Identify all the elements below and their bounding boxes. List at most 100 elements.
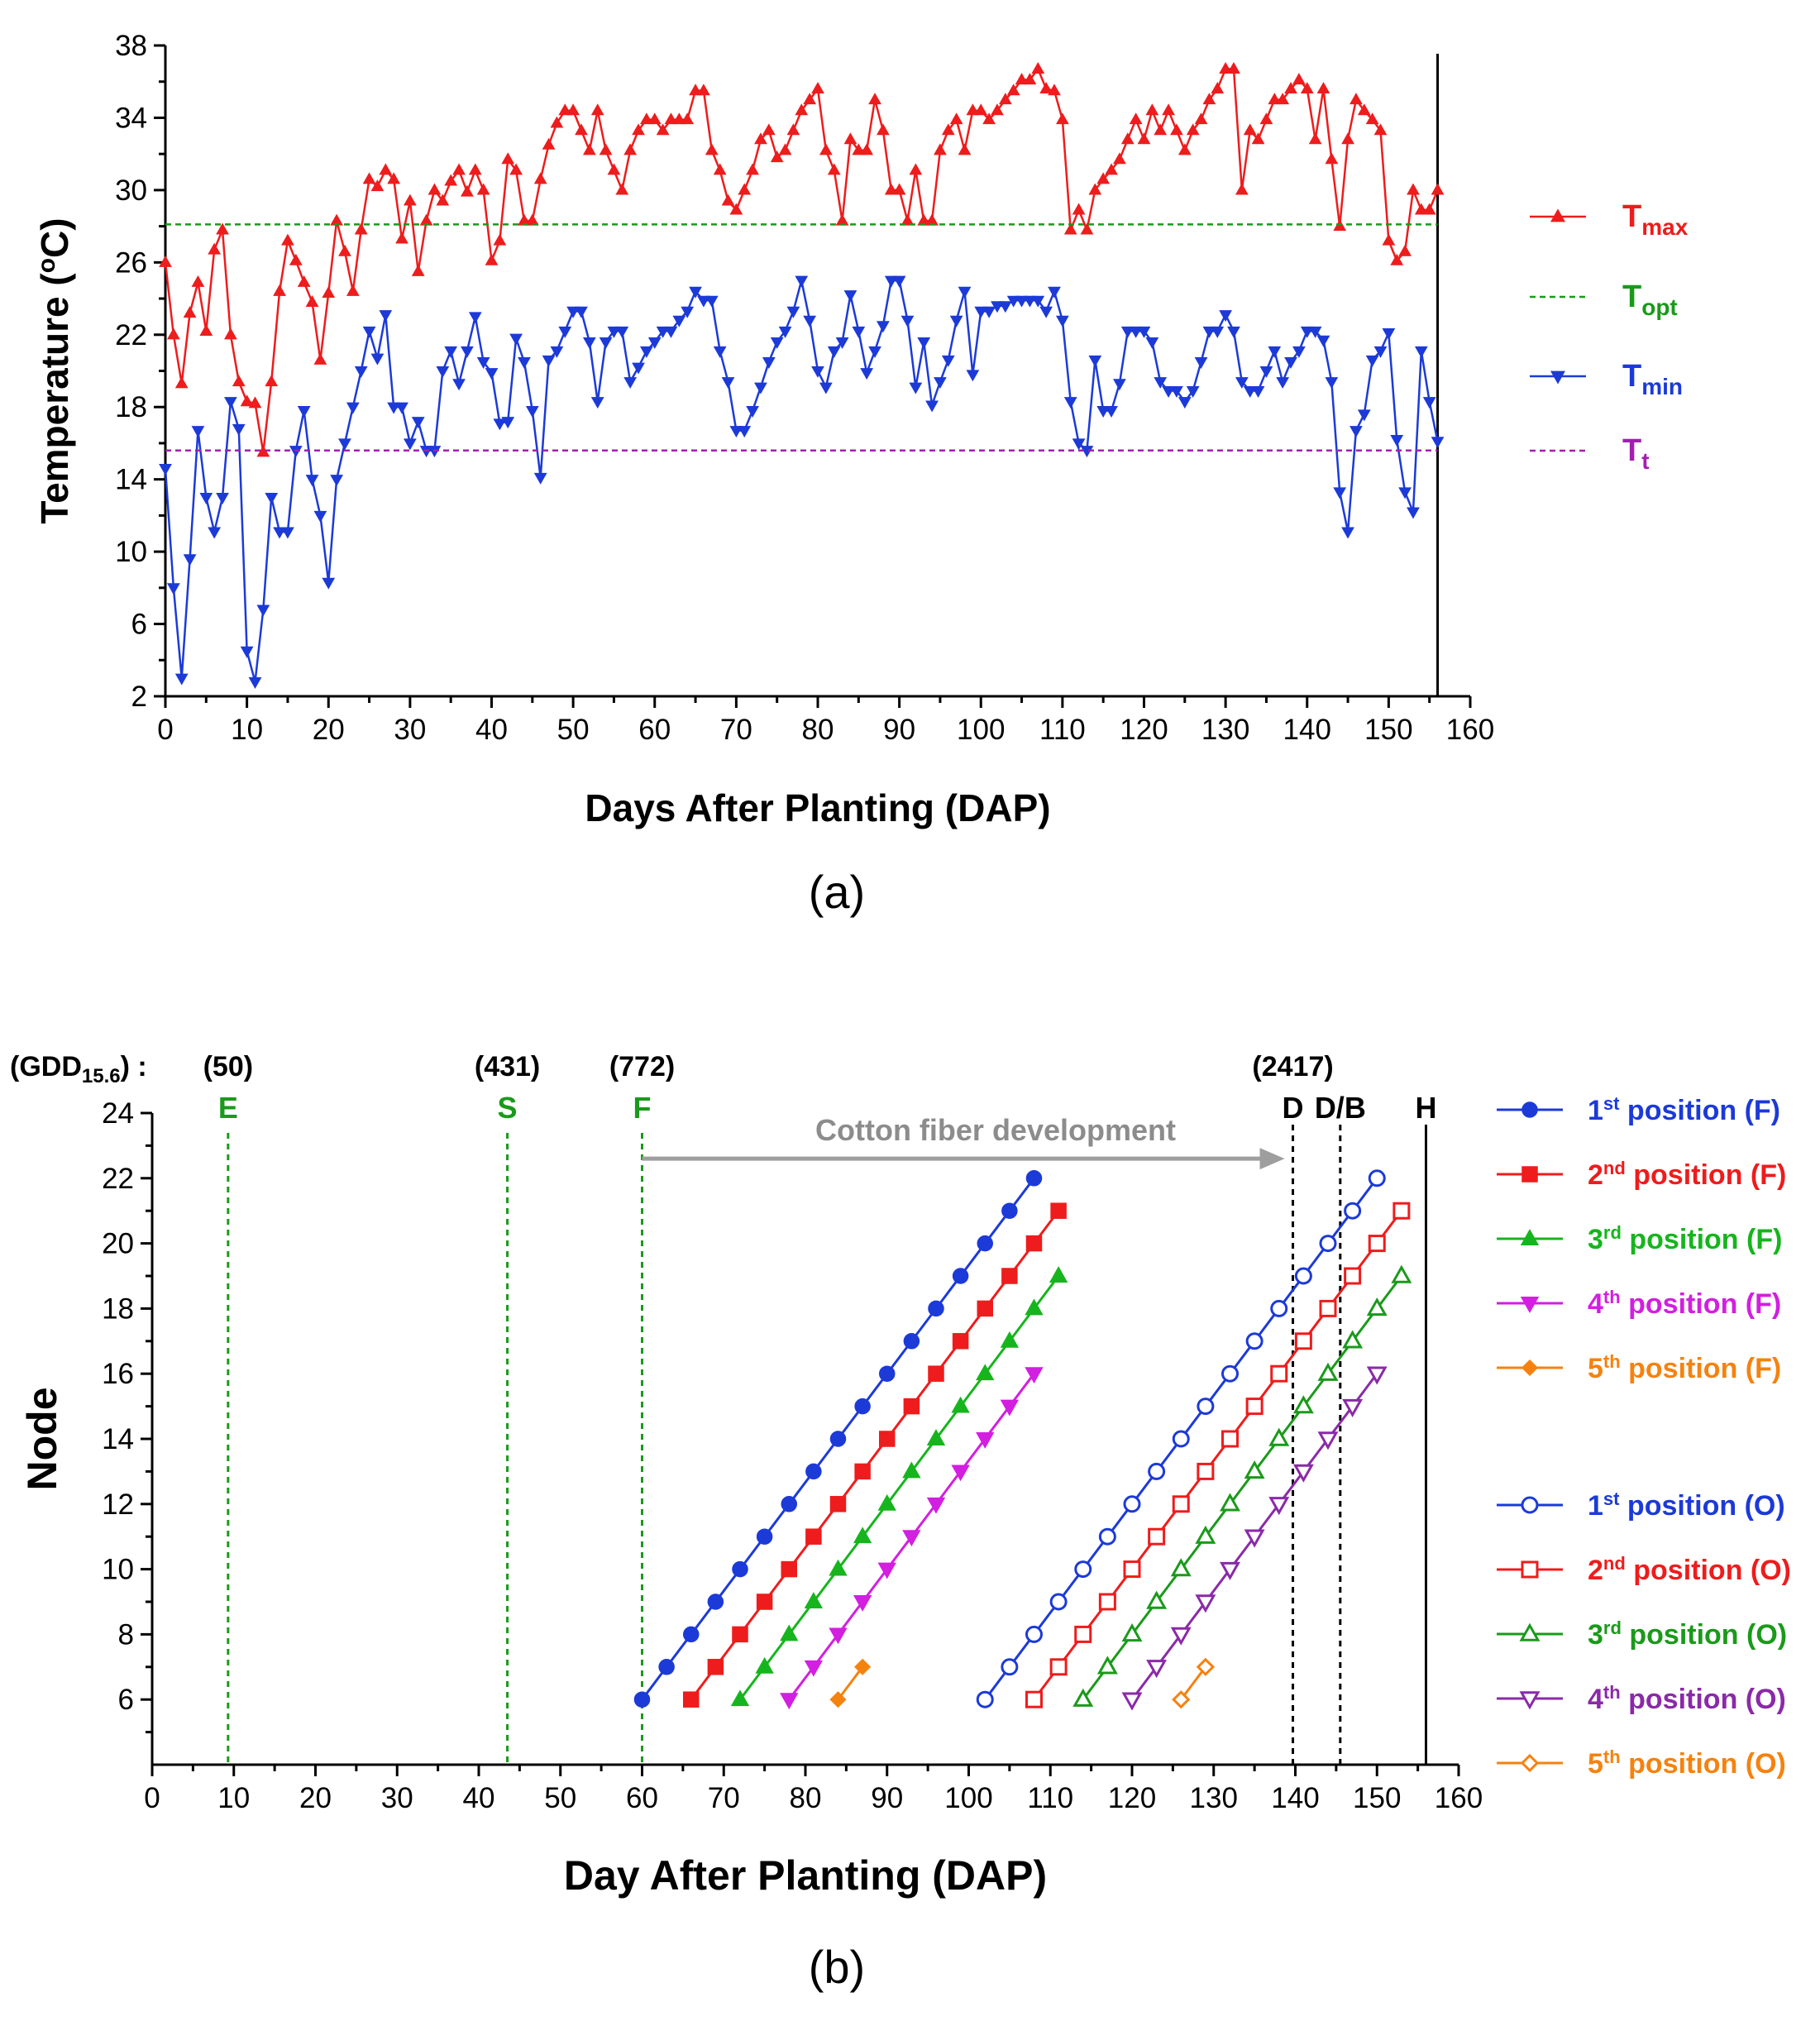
legend-item: 2nd position (F) (1497, 1158, 1786, 1191)
series-point (1170, 1558, 1192, 1577)
Tmin-point (493, 418, 507, 431)
Tmax-point (1382, 233, 1396, 246)
Tmax-point (582, 143, 596, 155)
Tmin-point (647, 337, 662, 349)
Tmax-point (811, 82, 824, 94)
Tmin-point (1031, 295, 1045, 308)
legend-marker (1521, 1101, 1538, 1118)
Tmin-point (305, 475, 319, 487)
legend-label: 3rd position (O) (1588, 1617, 1787, 1651)
series-point (1195, 1525, 1216, 1544)
Tmax-point (1300, 82, 1314, 94)
Tmin-point (256, 604, 270, 617)
Tmin-point (313, 510, 327, 523)
Tmax-point (647, 112, 662, 125)
Tmin-point (590, 397, 604, 409)
series-point (1244, 1529, 1265, 1548)
series-point (976, 1690, 994, 1708)
series-point (877, 1493, 896, 1511)
series-point (1268, 1427, 1290, 1446)
Tmax-point (461, 184, 474, 197)
series-point (1025, 1170, 1043, 1187)
Tmax-point (403, 194, 417, 206)
Tmin-point (297, 406, 311, 418)
event-gdd-label: (50) (203, 1051, 253, 1082)
legend-item: 3rd position (O) (1497, 1617, 1787, 1651)
series-point (1123, 1495, 1141, 1513)
Tmin-point (1219, 310, 1233, 323)
y-tick-label: 22 (115, 319, 147, 351)
legend-marker (1550, 370, 1565, 385)
Tmin-point (436, 366, 450, 378)
x-tick-label: 40 (475, 714, 508, 746)
Tmax-point (1357, 103, 1371, 116)
series-point (683, 1626, 700, 1643)
Tmin-point (518, 357, 531, 369)
Tmin-point (1088, 355, 1102, 367)
Tmax-point (289, 253, 303, 265)
Tmin-point (166, 583, 180, 595)
series-point (1025, 1367, 1044, 1384)
Tmax-point (1219, 61, 1233, 74)
legend-marker (1550, 208, 1565, 222)
series-point (1197, 1398, 1215, 1416)
series-point (1098, 1527, 1116, 1546)
series-point (1096, 1656, 1118, 1675)
Tmin-point (1373, 346, 1388, 358)
Tmax-point (1202, 93, 1216, 105)
Tmax-point (354, 222, 368, 235)
series-point (1317, 1431, 1339, 1450)
series-point (1050, 1202, 1067, 1219)
series-point (854, 1463, 871, 1480)
Tmin-point (1170, 385, 1183, 398)
Tmin-point (852, 326, 866, 338)
series-point (633, 1691, 651, 1708)
x-tick-label: 160 (1446, 714, 1494, 746)
series-3rdposition--F- (730, 1266, 1068, 1707)
series-Tmax (159, 61, 1445, 457)
y-tick-label: 10 (102, 1554, 134, 1586)
y-tick-label: 38 (115, 30, 147, 62)
series-point (1025, 1625, 1043, 1643)
x-tick-label: 90 (883, 714, 915, 746)
series-point (1344, 1267, 1362, 1285)
series-2ndposition--O- (1025, 1202, 1411, 1708)
series-Tmin (159, 275, 1445, 689)
fiber-development-annotation: Cotton fiber development (642, 1113, 1285, 1170)
Tmin-point (208, 527, 222, 539)
y-tick-label: 22 (102, 1163, 134, 1195)
Tmax-point (1276, 93, 1290, 105)
Tmin-point (941, 355, 955, 367)
Tmin-point (974, 306, 988, 318)
event-label: F (633, 1091, 652, 1125)
Tmin-point (1072, 438, 1086, 451)
Tmax-point (208, 242, 222, 255)
Tmin-point (1039, 306, 1053, 318)
Tmin-point (1316, 335, 1330, 347)
series-point (1025, 1690, 1043, 1708)
Tmin-point (1202, 326, 1216, 338)
series-1stposition--O- (976, 1169, 1386, 1708)
series-point (1319, 1299, 1337, 1317)
Tmin-point (632, 362, 645, 375)
series-point (952, 1268, 969, 1284)
legend-label: Tmin (1622, 359, 1683, 399)
Tmin-point (542, 355, 556, 367)
series-4thposition--F- (780, 1367, 1044, 1710)
Tmin-point (713, 346, 727, 358)
x-tick-label: 110 (1039, 714, 1086, 746)
x-tick-label: 80 (802, 714, 834, 746)
Tmax-point (338, 244, 351, 256)
series-point (707, 1594, 724, 1610)
Tmin-point (1341, 527, 1354, 539)
y-tick-label: 2 (131, 681, 147, 713)
Tmin-point (958, 286, 972, 299)
series-point (1368, 1235, 1386, 1253)
Tmin-point (1349, 426, 1363, 438)
y-tick-label: 34 (115, 102, 147, 134)
legend-item: 1st position (F) (1497, 1093, 1780, 1126)
legend-marker (1521, 1496, 1539, 1514)
series-point (853, 1527, 872, 1544)
series-point (879, 1431, 896, 1447)
Tmax-point (558, 103, 572, 116)
